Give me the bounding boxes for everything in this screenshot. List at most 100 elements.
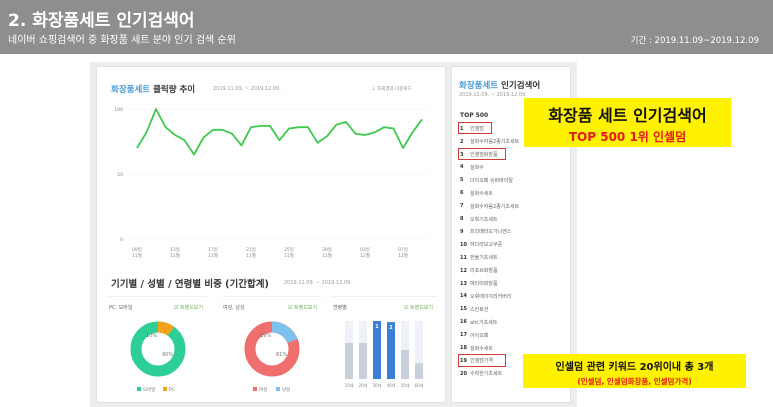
age-bar-label: 30대 (373, 382, 382, 388)
ranking-row[interactable]: 19 인셀덤가격 (460, 355, 493, 367)
ranking-row[interactable]: 9 프리메라오가니엔스 (460, 226, 511, 238)
x-tick-month: 11월 (322, 252, 332, 259)
ranking-row[interactable]: 14 오휘에이지리커버리 (460, 291, 511, 303)
ranking-keyword[interactable]: 설화수세트 (470, 345, 494, 352)
ranking-keyword[interactable]: 인셀덤화장품 (470, 152, 498, 159)
ranking-number: 20 (460, 370, 467, 377)
click-trend-title-rest: 클릭량 추이 (150, 85, 196, 95)
age-bar (401, 350, 409, 379)
ranking-keyword[interactable]: ahc기초세트 (470, 319, 498, 326)
age-rank-badge: 1 (375, 324, 379, 330)
ranking-row[interactable]: 6 설화수세트 (460, 188, 493, 200)
ranking-keyword[interactable]: 더이오페 슈퍼바이탈 (470, 177, 513, 184)
breakdown-title-text: 기기별 / 성별 / 연령별 비중 (기간합계) (111, 279, 269, 290)
gender-legend-male-swatch (276, 387, 280, 391)
ranking-keyword[interactable]: 인셀덤 (470, 126, 484, 133)
ranking-row[interactable]: 1 인셀덤 (460, 123, 484, 135)
ranking-keyword[interactable]: 하다라보고쿠쥰 (470, 242, 503, 249)
ranking-row[interactable]: 16 ahc기초세트 (460, 317, 497, 329)
ranking-number: 7 (460, 203, 464, 210)
device-label: PC, 모바일 (109, 305, 133, 311)
ranking-row[interactable]: 18 설화수세트 (460, 342, 493, 354)
ranking-keyword[interactable]: 에티미화장품 (470, 281, 498, 288)
x-tick-day: 21일 (246, 246, 256, 253)
device-donut-pc (130, 321, 186, 377)
ranking-keyword[interactable]: 한율기초세트 (470, 255, 498, 262)
gender-trend-link[interactable]: ☑ 트렌드보기 (287, 305, 317, 311)
ranking-keyword[interactable]: 오휘에이지리커버리 (470, 293, 512, 300)
ranking-row[interactable]: 15 스킨로션 (460, 304, 488, 316)
x-tick-day: 07일 (398, 246, 408, 253)
ranking-row[interactable]: 2 설화수자음2종기초세트 (460, 136, 519, 148)
breakdown-title: 기기별 / 성별 / 연령별 비중 (기간합계) (111, 276, 269, 290)
age-rank-badge: 2 (389, 325, 393, 331)
ranking-row[interactable]: 13 에티미화장품 (460, 278, 498, 290)
ranking-row[interactable]: 5 더이오페 슈퍼바이탈 (460, 175, 513, 187)
ranking-keyword[interactable]: 설화수자음2종기초세트 (470, 203, 520, 210)
age-label: 연령별 (333, 305, 347, 311)
age-bar (373, 321, 381, 379)
age-trend-link[interactable]: ☑ 트렌드보기 (403, 305, 433, 311)
ranking-number: 4 (460, 164, 464, 171)
ranking-keyword[interactable]: 수려한기초세트 (470, 371, 503, 378)
top-callout: 화장품 세트 인기검색어 TOP 500 1위 인셀덤 (524, 98, 731, 147)
ranking-row[interactable]: 12 리포브화장품 (460, 265, 498, 277)
ranking-row[interactable]: 17 아이오페 (460, 329, 488, 341)
breakdown-date: 2019.11.09. ~ 2019.12.09. (284, 280, 352, 286)
device-donut-mobile (130, 321, 186, 377)
x-tick-day: 09일 (132, 246, 142, 253)
gender-legend-male: 남성 (282, 386, 290, 393)
ranking-row[interactable]: 8 오휘기초세트 (460, 213, 498, 225)
highlight-box (458, 147, 506, 161)
x-tick-month: 11월 (132, 252, 142, 259)
ranking-keyword[interactable]: 인셀덤가격 (470, 358, 494, 365)
ranking-row[interactable]: 11 한율기초세트 (460, 252, 498, 264)
ranking-row[interactable]: 3 인셀덤화장품 (460, 149, 498, 161)
x-tick-month: 11월 (170, 252, 180, 259)
ranking-keyword[interactable]: 설화수세트 (470, 190, 494, 197)
ranking-date: 2019.11.09. ~ 2019.12.09. (459, 92, 527, 98)
ranking-title-rest: 인기검색어 (498, 81, 541, 91)
device-section: PC, 모바일 ☑ 트렌드보기 10% 90% 모바일 PC (109, 296, 207, 396)
highlight-box (458, 354, 506, 367)
ranking-keyword[interactable]: 스킨로션 (470, 306, 489, 313)
age-bar-label: 50대 (401, 382, 410, 388)
gender-legend-female: 여성 (259, 386, 267, 393)
gender-donut: 19% 81% 여성 남성 (244, 321, 300, 393)
gender-donut-male (244, 321, 300, 377)
gender-male-pct: 19% (260, 333, 271, 339)
trend-card: 화장품세트 클릭량 추이 2019.11.09. ~ 2019.12.09. ↓… (96, 66, 446, 403)
device-trend-link[interactable]: ☑ 트렌드보기 (173, 305, 203, 311)
x-tick-day: 03일 (360, 246, 370, 253)
ranking-row[interactable]: 10 하다라보고쿠쥰 (460, 239, 502, 251)
top-label: TOP 500 (460, 112, 489, 119)
ranking-keyword[interactable]: 리포브화장품 (470, 268, 498, 275)
bottom-callout-line1: 인셀덤 관련 키워드 20위이내 총 3개 (555, 362, 714, 373)
ranking-keyword[interactable]: 오휘기초세트 (470, 216, 498, 223)
ranking-number: 12 (460, 267, 467, 274)
ranking-row[interactable]: 4 설화수 (460, 162, 484, 174)
ranking-number: 5 (460, 177, 464, 184)
page-title: 2. 화장품세트 인기검색어 (8, 11, 195, 31)
x-tick-day: 25일 (284, 246, 294, 253)
x-tick-day: 13일 (170, 246, 180, 253)
download-link[interactable]: ↓ 조회결과 다운로드 (372, 87, 412, 92)
ranking-number: 10 (460, 241, 467, 248)
ranking-row[interactable]: 20 수려한기초세트 (460, 368, 502, 380)
ranking-number: 14 (460, 293, 467, 300)
ranking-keyword[interactable]: 설화수 (470, 164, 484, 171)
x-tick-month: 11월 (284, 252, 294, 259)
bottom-callout-line2: (인셀덤, 인셀덤화장품, 인셀덤가격) (577, 377, 692, 386)
ranking-keyword[interactable]: 프리메라오가니엔스 (470, 229, 512, 236)
ranking-row[interactable]: 7 설화수자음2종기초세트 (460, 200, 519, 212)
x-tick-month: 11월 (246, 252, 256, 259)
ranking-number: 6 (460, 190, 464, 197)
age-bar (415, 363, 423, 379)
top-callout-line1: 화장품 세트 인기검색어 (548, 106, 707, 125)
gender-label: 여성, 남성 (223, 305, 245, 311)
ranking-keyword[interactable]: 설화수자음2종기초세트 (470, 139, 520, 146)
click-trend-line (136, 108, 423, 156)
ranking-number: 16 (460, 319, 467, 326)
ranking-keyword[interactable]: 아이오페 (470, 332, 489, 339)
